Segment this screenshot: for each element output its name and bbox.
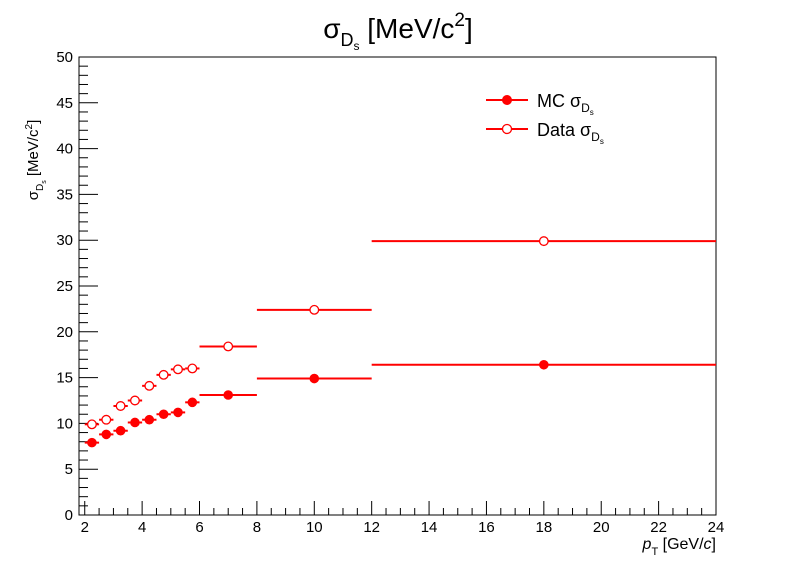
- mc-point: [309, 373, 320, 384]
- mc-point: [173, 407, 183, 418]
- x-tick-label: 18: [535, 519, 552, 536]
- y-tick-label: 40: [56, 141, 73, 158]
- y-tick-label: 15: [56, 370, 73, 387]
- data-point: [173, 364, 183, 375]
- mc-point: [158, 409, 169, 420]
- x-tick-label: 22: [650, 519, 667, 536]
- mc-point: [223, 390, 234, 400]
- x-tick-label: 4: [138, 519, 146, 536]
- data-marks: [84, 236, 716, 448]
- mc-point: [539, 359, 549, 370]
- data-point: [144, 380, 155, 391]
- x-tick-label: 24: [708, 519, 725, 536]
- data-point: [130, 395, 140, 406]
- y-tick-label: 0: [65, 507, 73, 524]
- mc-point: [101, 429, 112, 440]
- x-tick-label: 2: [81, 519, 89, 536]
- mc-point: [130, 417, 140, 428]
- legend: MC σDs Data σDs: [486, 91, 604, 146]
- y-tick-label: 30: [56, 232, 73, 249]
- y-tick-label: 5: [65, 461, 73, 478]
- legend-mc-label: MC σDs: [537, 91, 594, 117]
- data-point: [538, 236, 549, 247]
- mc-point: [187, 397, 198, 408]
- y-tick-label: 20: [56, 324, 73, 341]
- x-tick-label: 12: [363, 519, 380, 536]
- x-tick-label: 14: [421, 519, 438, 536]
- x-tick-label: 8: [253, 519, 261, 536]
- mc-point: [115, 425, 126, 436]
- y-tick-label: 10: [56, 415, 73, 432]
- y-axis-label: σDs [MeV/c2]: [24, 120, 48, 201]
- x-tick-label: 6: [195, 519, 203, 536]
- data-point: [101, 414, 112, 425]
- legend-mc-marker: [502, 95, 512, 105]
- x-tick-label: 20: [593, 519, 610, 536]
- data-point: [223, 341, 234, 352]
- y-tick-label: 45: [56, 95, 73, 112]
- data-point: [309, 304, 320, 315]
- legend-data-label: Data σDs: [537, 120, 604, 146]
- y-tick-label: 50: [56, 49, 73, 66]
- series-data: [84, 236, 716, 430]
- data-point: [158, 369, 169, 380]
- x-tick-label: 16: [478, 519, 495, 536]
- x-tick-label: 10: [306, 519, 323, 536]
- series-mc: [84, 359, 716, 448]
- data-point: [86, 419, 97, 430]
- mc-point: [144, 414, 155, 425]
- y-tick-label: 25: [56, 278, 73, 295]
- legend-data-marker: [501, 123, 513, 135]
- chart-title: σDs [MeV/c2]: [323, 10, 473, 53]
- y-tick-label: 35: [56, 186, 73, 203]
- data-point: [187, 363, 198, 374]
- x-axis-label: pT [GeV/c]: [642, 536, 716, 558]
- data-point: [115, 401, 126, 411]
- mc-point: [87, 437, 97, 448]
